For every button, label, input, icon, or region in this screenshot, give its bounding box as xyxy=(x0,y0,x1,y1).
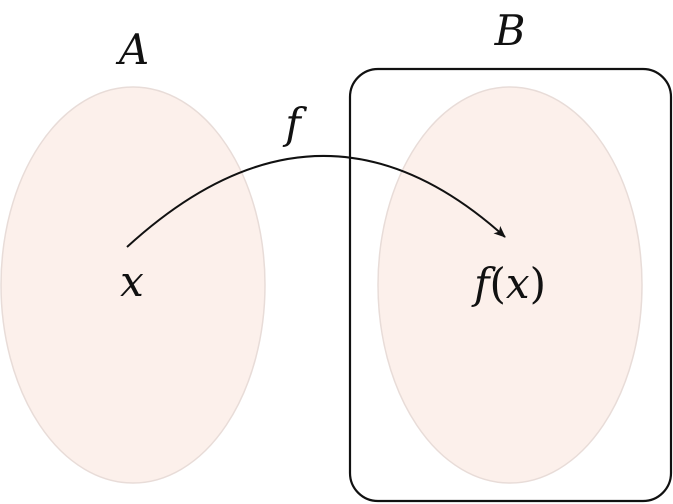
element-x: x xyxy=(120,257,144,306)
set-a-ellipse xyxy=(0,86,266,484)
set-b-ellipse xyxy=(377,86,643,484)
element-fx-open-paren: ( xyxy=(490,259,506,308)
set-a-label: A xyxy=(115,25,149,74)
set-b-label: B xyxy=(494,6,526,55)
set-b-box xyxy=(348,67,673,503)
element-fx-var: x xyxy=(506,259,530,308)
element-fx-close-paren: ) xyxy=(530,259,546,308)
mapping-arrow xyxy=(126,155,506,248)
mapping-label: f xyxy=(282,99,307,148)
element-fx: f(x) xyxy=(471,259,546,308)
